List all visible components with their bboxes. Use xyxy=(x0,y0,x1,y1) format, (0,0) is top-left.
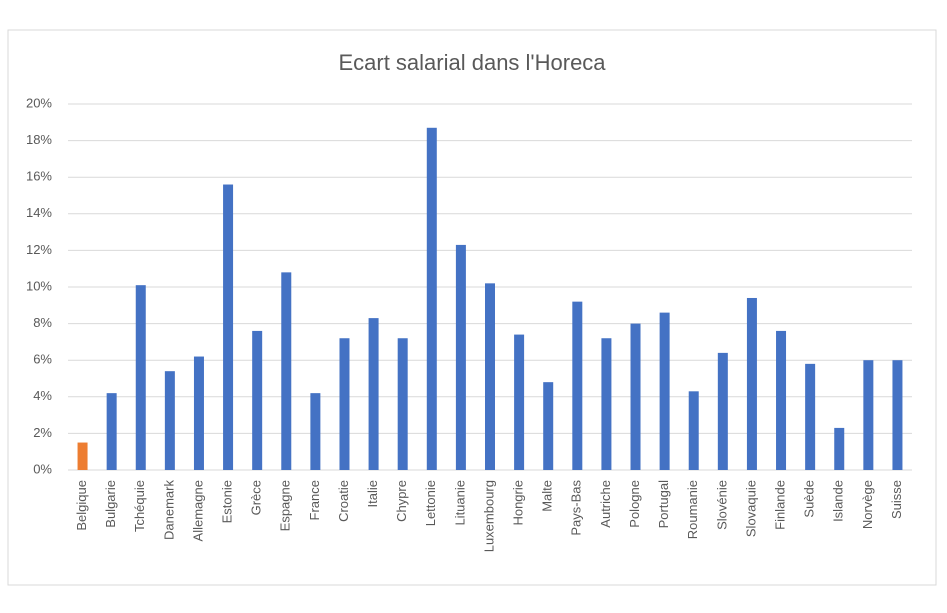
x-tick-label: Autriche xyxy=(598,480,613,528)
x-tick-label: Chypre xyxy=(394,480,409,522)
y-tick-label: 2% xyxy=(33,425,52,440)
x-tick-label: Belgique xyxy=(74,480,89,531)
bar xyxy=(339,338,350,470)
bar xyxy=(776,330,787,470)
x-tick-label: Italie xyxy=(365,480,380,507)
bar xyxy=(135,285,146,470)
x-tick-label: Pologne xyxy=(627,480,642,528)
bar xyxy=(805,363,816,470)
x-tick-label: Roumanie xyxy=(685,480,700,539)
x-tick-label: Lettonie xyxy=(423,480,438,526)
x-tick-label: Finlande xyxy=(772,480,787,530)
bar xyxy=(485,283,495,470)
bar xyxy=(223,184,234,470)
x-tick-label: Tchéquie xyxy=(132,480,147,532)
bar xyxy=(572,301,583,470)
bar xyxy=(717,352,728,470)
x-tick-label: Pays-Bas xyxy=(569,480,584,536)
x-tick-label: Islande xyxy=(831,480,846,522)
y-tick-label: 20% xyxy=(26,95,52,110)
bar xyxy=(601,338,612,470)
x-tick-label: Allemagne xyxy=(190,480,205,541)
bar xyxy=(455,244,466,470)
x-tick-label: Slovénie xyxy=(714,480,729,530)
x-tick-label: Bulgarie xyxy=(103,480,118,528)
x-tick-label: Hongrie xyxy=(511,480,526,526)
x-tick-label: Estonie xyxy=(220,480,235,523)
bar xyxy=(164,371,175,470)
bar xyxy=(630,323,641,470)
bar xyxy=(106,393,117,470)
x-tick-label: Luxembourg xyxy=(481,480,496,552)
bar xyxy=(368,318,379,470)
x-tick-label: Suisse xyxy=(889,480,904,519)
x-tick-label: Portugal xyxy=(656,480,671,529)
x-tick-label: Slovaquie xyxy=(743,480,758,537)
bar xyxy=(543,382,554,470)
y-tick-label: 16% xyxy=(26,169,52,184)
bar xyxy=(688,391,699,470)
y-tick-label: 12% xyxy=(26,242,52,257)
x-tick-label: Norvège xyxy=(860,480,875,529)
chart-title: Ecart salarial dans l'Horeca xyxy=(338,50,606,75)
bar xyxy=(426,127,437,470)
bar xyxy=(746,297,757,470)
bar xyxy=(863,360,874,470)
y-tick-label: 8% xyxy=(33,315,52,330)
bar xyxy=(834,427,845,470)
x-tick-label: Grèce xyxy=(249,480,264,515)
bar xyxy=(193,356,204,470)
x-tick-label: Danemark xyxy=(161,480,176,540)
bar xyxy=(514,334,525,470)
x-tick-label: Suède xyxy=(802,480,817,518)
bar xyxy=(252,330,263,470)
bar xyxy=(281,272,292,470)
bar xyxy=(397,338,408,470)
y-tick-label: 6% xyxy=(33,352,52,367)
chart-frame xyxy=(7,29,937,586)
y-tick-label: 14% xyxy=(26,205,52,220)
x-tick-label: Espagne xyxy=(278,480,293,531)
bar xyxy=(77,442,88,470)
x-tick-label: Lituanie xyxy=(452,480,467,526)
bar xyxy=(659,312,670,470)
bar xyxy=(892,360,903,470)
y-tick-label: 18% xyxy=(26,132,52,147)
y-tick-label: 4% xyxy=(33,388,52,403)
x-tick-label: France xyxy=(307,480,322,520)
x-tick-label: Croatie xyxy=(336,480,351,522)
bar xyxy=(310,393,321,470)
x-tick-label: Malte xyxy=(540,480,555,512)
y-tick-label: 0% xyxy=(33,461,52,476)
y-tick-label: 10% xyxy=(26,278,52,293)
